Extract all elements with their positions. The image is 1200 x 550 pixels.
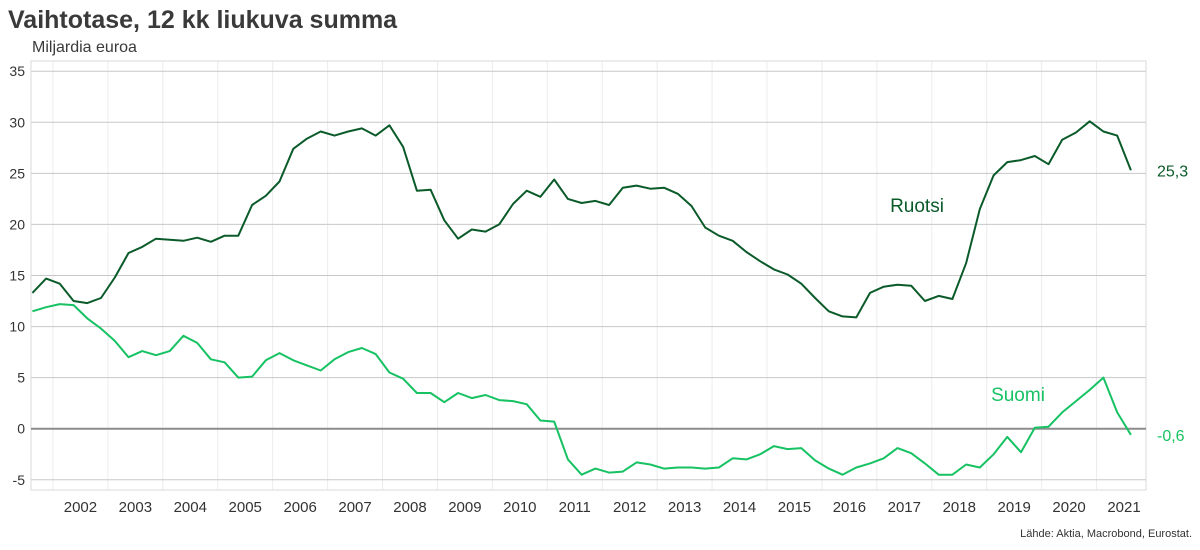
y-tick-label: 25 — [9, 165, 25, 181]
series-name-label-ruotsi: Ruotsi — [890, 196, 944, 217]
x-tick-label: 2014 — [723, 499, 756, 516]
series-lines — [31, 120, 1132, 476]
y-tick-label: 30 — [9, 114, 25, 130]
x-tick-labels: 2002 2003 2004 2005 2006 2007 2008 2009 2010 2011… — [64, 499, 1141, 516]
y-tick-label: -5 — [13, 472, 26, 488]
x-tick-label: 2020 — [1052, 499, 1085, 516]
x-tick-label: 2006 — [283, 499, 316, 516]
chart-title: Vaihtotase, 12 kk liukuva summa — [8, 6, 398, 34]
series-labels: 25,3 -0,6 Ruotsi Suomi — [890, 163, 1188, 445]
series-line-ruotsi — [31, 120, 1132, 319]
y-tick-labels: -5 0 5 10 15 20 25 30 35 — [9, 63, 25, 488]
grid — [31, 61, 1146, 490]
source-note: Lähde: Aktia, Macrobond, Eurostat. — [1020, 528, 1192, 540]
x-tick-label: 2005 — [229, 499, 262, 516]
x-tick-label: 2011 — [559, 499, 591, 516]
x-tick-label: 2007 — [338, 499, 371, 516]
y-axis-unit-label: Miljardia euroa — [32, 39, 137, 56]
x-tick-label: 2013 — [668, 499, 701, 516]
x-tick-label: 2003 — [119, 499, 152, 516]
series-line-suomi — [32, 303, 1132, 476]
x-tick-label: 2009 — [448, 499, 481, 516]
x-tick-label: 2018 — [943, 499, 976, 516]
x-tick-label: 2008 — [393, 499, 426, 516]
x-tick-label: 2002 — [64, 499, 97, 516]
y-tick-label: 35 — [9, 63, 25, 79]
x-tick-label: 2019 — [997, 499, 1030, 516]
y-tick-label: 15 — [9, 268, 25, 284]
end-value-label-ruotsi: 25,3 — [1157, 163, 1188, 180]
x-tick-label: 2010 — [503, 499, 536, 516]
plot-frame — [30, 60, 1147, 491]
x-tick-label: 2012 — [613, 499, 646, 516]
y-tick-label: 10 — [9, 319, 25, 335]
y-tick-label: 20 — [9, 216, 25, 232]
x-tick-label: 2021 — [1107, 499, 1140, 516]
y-tick-label: 0 — [17, 421, 25, 437]
x-tick-label: 2015 — [778, 499, 811, 516]
x-tick-label: 2004 — [174, 499, 207, 516]
end-value-label-suomi: -0,6 — [1157, 428, 1185, 445]
y-tick-label: 5 — [17, 370, 25, 386]
x-tick-label: 2017 — [888, 499, 921, 516]
series-name-label-suomi: Suomi — [991, 385, 1045, 406]
x-tick-label: 2016 — [833, 499, 866, 516]
